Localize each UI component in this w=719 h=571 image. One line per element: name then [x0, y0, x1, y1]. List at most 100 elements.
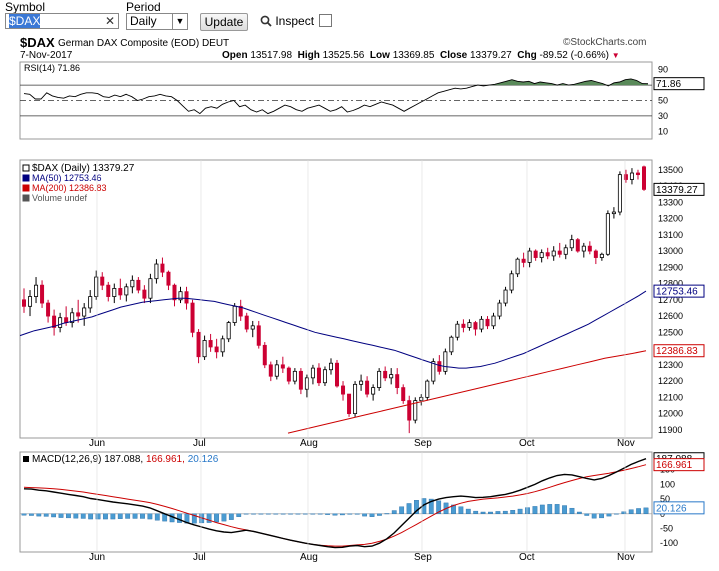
macd-histogram-bar [80, 513, 86, 519]
macd-histogram-bar [428, 498, 434, 514]
candle-body [347, 393, 352, 415]
price-legend-item: $DAX (Daily) 13379.27 [32, 163, 135, 174]
clear-icon[interactable]: ✕ [104, 14, 115, 28]
candle-body [106, 284, 111, 297]
symbol-input[interactable]: $DAX ✕ [5, 13, 119, 29]
macd-histogram-bar [258, 513, 264, 515]
candle-body [335, 362, 340, 387]
candle-body [202, 340, 207, 358]
macd-histogram-bar [436, 500, 442, 514]
candle-body [389, 374, 394, 379]
macd-histogram-bar [236, 513, 242, 517]
candle-body [479, 318, 484, 330]
macd-histogram-bar [95, 513, 101, 520]
candle-body [563, 247, 568, 255]
macd-month-label: Aug [300, 552, 318, 563]
candle-body [455, 323, 460, 338]
price-month-label: Aug [300, 438, 318, 449]
macd-histogram-bar [399, 506, 405, 514]
macd-histogram-bar [332, 513, 338, 516]
period-label: Period [126, 0, 161, 14]
period-select[interactable]: Daily ▼ [126, 13, 188, 30]
macd-histogram-bar [243, 513, 249, 515]
rsi-tick-label: 10 [658, 126, 668, 136]
candle-body [551, 250, 556, 257]
macd-histogram-bar [265, 513, 271, 515]
macd-histogram-bar [147, 513, 153, 520]
candle-body [34, 284, 39, 297]
macd-panel [19, 451, 653, 553]
candle-body [575, 239, 580, 252]
macd-histogram-bar [214, 513, 219, 523]
candle-body [250, 325, 255, 330]
chart-date: 7-Nov-2017 [20, 50, 73, 61]
macd-histogram-bar [66, 513, 71, 519]
down-arrow-icon: ▼ [611, 51, 620, 60]
macd-marker-tag: 20.126 [656, 503, 687, 514]
candle-body [587, 245, 592, 252]
candle-body [407, 400, 412, 421]
update-button[interactable]: Update [200, 13, 248, 31]
price-legend-item: MA(200) 12386.83 [32, 183, 107, 193]
candle-body [467, 322, 472, 328]
candle-body [52, 315, 57, 328]
macd-histogram-bar [58, 513, 64, 518]
candle-body [70, 312, 75, 323]
candle-body [142, 289, 147, 299]
macd-histogram-bar [88, 513, 94, 520]
candle-body [40, 284, 45, 304]
macd-histogram-bar [473, 510, 479, 514]
candle-body [82, 307, 87, 317]
candle-body [395, 374, 400, 389]
candle-body [642, 166, 647, 190]
candle-body [605, 213, 610, 255]
macd-histogram-bar [73, 513, 79, 519]
candle-body [527, 250, 532, 263]
candle-body [190, 302, 195, 333]
candle-body [461, 323, 466, 328]
candle-body [196, 331, 201, 358]
candle-body [443, 351, 448, 372]
macd-histogram-bar [569, 507, 575, 514]
candle-body [220, 338, 225, 353]
open-value: 13517.98 [250, 50, 293, 61]
price-month-label: Jun [89, 438, 105, 449]
candle-body [154, 263, 159, 280]
inspect-toggle[interactable]: Inspect [260, 14, 333, 28]
candle-body [28, 296, 33, 307]
macd-marker-tag-box [653, 458, 705, 472]
candle-body [58, 317, 63, 328]
macd-histogram-bar [140, 513, 145, 519]
candle-body [497, 302, 502, 317]
macd-histogram-bar [36, 513, 42, 517]
macd-histogram-bar [554, 504, 560, 514]
macd-histogram-bar [103, 513, 108, 520]
candle-body [214, 346, 219, 353]
macd-histogram-bar [384, 513, 390, 515]
candle-body [328, 362, 333, 371]
change-value: -89.52 (-0.66%) [539, 50, 609, 61]
macd-histogram-bar [288, 513, 293, 515]
low-value: 13369.85 [392, 50, 435, 61]
macd-histogram-bar [377, 513, 382, 516]
price-panel [19, 159, 653, 439]
macd-title-part: 166.961, [146, 454, 188, 465]
candle-body [581, 245, 586, 252]
candle-body [118, 288, 123, 296]
candle-body [599, 253, 604, 258]
price-tick-label: 13100 [658, 230, 683, 240]
macd-histogram-bar [295, 513, 301, 515]
macd-histogram-bar [21, 513, 27, 516]
price-marker-tag-box [653, 284, 705, 298]
macd-histogram-bar [125, 513, 131, 519]
candle-body [623, 174, 628, 180]
candle-body [298, 370, 303, 390]
inspect-checkbox[interactable] [319, 14, 333, 27]
legend-swatch [22, 164, 30, 172]
candle-body [509, 273, 514, 291]
candle-body [383, 370, 388, 379]
macd-histogram-bar [310, 513, 316, 515]
candle-body [88, 296, 93, 309]
macd-histogram-bar [340, 513, 345, 516]
